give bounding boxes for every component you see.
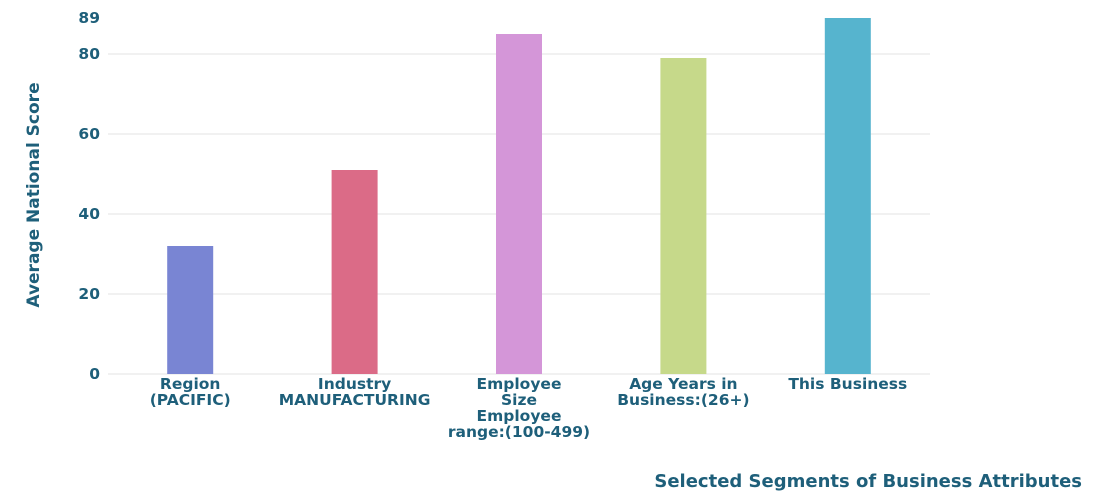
x-tick-label-line: Age Years in — [629, 375, 738, 393]
x-tick-label-line: Business:(26+) — [617, 391, 750, 409]
y-axis-title: Average National Score — [24, 82, 44, 308]
y-tick-label: 20 — [78, 285, 100, 303]
x-tick-label: Industry MANUFACTURING — [265, 376, 445, 408]
y-tick-label: 89 — [78, 9, 100, 27]
x-tick-label: Age Years in Business:(26+) — [593, 376, 773, 408]
x-tick-label-line: Region — [159, 375, 221, 393]
x-tick-label-line: Employee — [476, 407, 562, 425]
bar[interactable] — [824, 18, 871, 374]
x-tick-label: Region (PACIFIC) — [100, 376, 280, 408]
x-tick-label-line: MANUFACTURING — [278, 391, 431, 409]
x-tick-label: This Business — [758, 376, 938, 392]
x-tick-label-line: (PACIFIC) — [149, 391, 231, 409]
bar[interactable] — [660, 58, 707, 374]
x-axis-title: Selected Segments of Business Attributes — [654, 471, 1082, 492]
x-tick-label: Employee Size Employee range:(100-499) — [429, 376, 609, 440]
y-tick-label: 80 — [78, 45, 100, 63]
x-tick-label-line: This Business — [788, 375, 908, 393]
bar[interactable] — [331, 170, 378, 374]
bar[interactable] — [167, 246, 214, 374]
y-tick-label: 60 — [78, 125, 100, 143]
x-tick-label-line: Employee — [476, 375, 562, 393]
x-tick-label-line: Industry — [317, 375, 392, 393]
y-tick-label: 40 — [78, 205, 100, 223]
y-tick-label: 0 — [89, 365, 100, 383]
x-tick-label-line: Size — [500, 391, 537, 409]
x-tick-label-line: range:(100-499) — [447, 423, 591, 441]
bar[interactable] — [496, 34, 542, 374]
